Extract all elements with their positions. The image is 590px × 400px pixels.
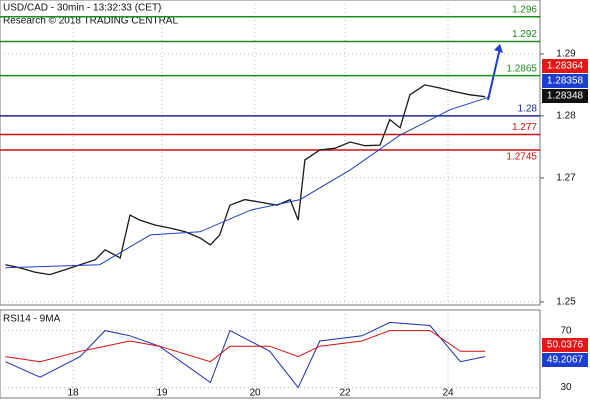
y-tick-label: 70	[560, 325, 572, 336]
y-tick-label: 1.27	[556, 173, 576, 184]
last-price: 1.28358	[547, 76, 584, 87]
y-tick-label: 1.29	[556, 49, 576, 60]
y-tick-label: 30	[560, 382, 572, 393]
rsi-panel	[0, 309, 541, 399]
level-label: 1.292	[512, 29, 537, 40]
rsi-last-value-box	[542, 338, 588, 352]
y-tick-label: 1.28	[556, 111, 576, 122]
price-line	[5, 84, 486, 276]
last-price-box	[542, 89, 588, 103]
level-label: 1.296	[512, 4, 537, 15]
x-tick-label: 19	[156, 388, 168, 399]
rsi-last-value: 49.2067	[547, 355, 584, 366]
level-label: 1.28	[518, 104, 538, 115]
last-price: 1.28364	[547, 61, 584, 72]
level-label: 1.277	[512, 122, 537, 133]
y-tick-label: 1.25	[556, 297, 576, 308]
moving-average	[5, 96, 491, 269]
last-price: 1.28348	[547, 91, 584, 102]
x-tick-label: 18	[67, 388, 79, 399]
chart-title: USD/CAD - 30min - 13:32:33 (CET)	[3, 3, 161, 14]
x-tick-label: 22	[339, 388, 351, 399]
rsi-title: RSI14 - 9MA	[3, 314, 61, 325]
price-panel	[0, 0, 541, 306]
last-price-box	[542, 59, 588, 73]
x-tick-label: 20	[249, 388, 261, 399]
rsi-last-value-box	[542, 353, 588, 367]
chart-subtitle: Research © 2018 TRADING CENTRAL	[3, 16, 178, 27]
forecast-arrow	[487, 47, 501, 101]
rsi-line	[5, 321, 486, 389]
level-label: 1.2745	[506, 152, 537, 163]
forecast-arrowhead	[494, 44, 503, 53]
rsi-last-value: 50.0376	[547, 340, 584, 351]
last-price-box	[542, 74, 588, 88]
x-tick-label: 24	[442, 388, 454, 399]
level-label: 1.2865	[506, 63, 537, 74]
rsi-average	[5, 330, 486, 363]
